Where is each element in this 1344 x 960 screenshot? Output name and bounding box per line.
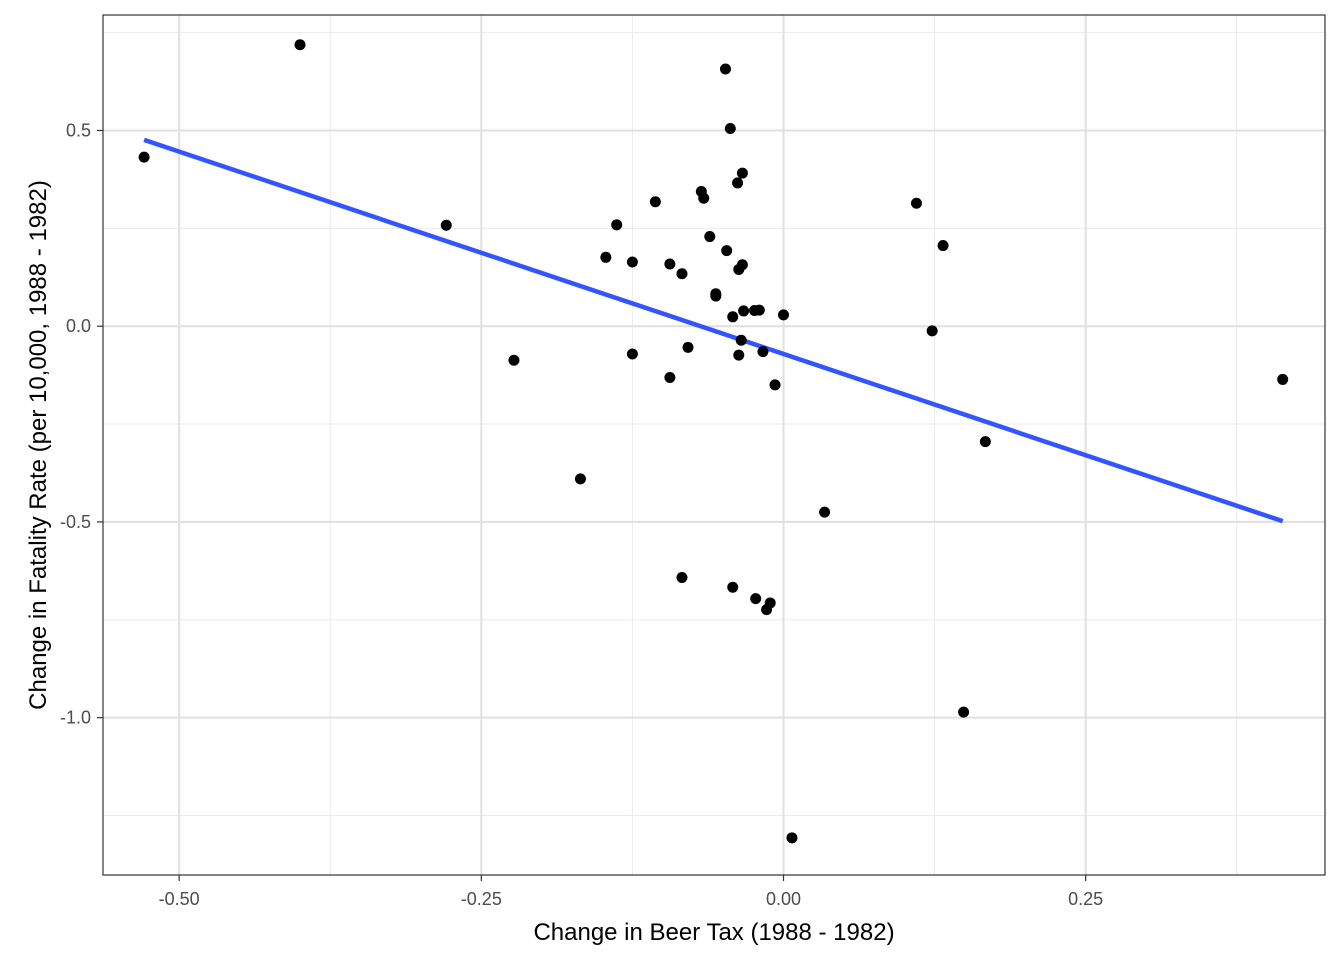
- data-point: [819, 506, 831, 518]
- data-point: [721, 245, 733, 257]
- data-point: [757, 346, 769, 358]
- data-point: [727, 581, 739, 593]
- data-point: [778, 309, 790, 321]
- data-point: [937, 240, 949, 252]
- data-point: [664, 258, 676, 270]
- plot-background: [103, 15, 1325, 875]
- data-point: [979, 436, 991, 448]
- regression-line: [143, 137, 1284, 524]
- data-point: [611, 219, 623, 231]
- data-point: [676, 268, 688, 280]
- x-tick-labels: -0.50 -0.25 0.00 0.25: [159, 889, 1104, 909]
- data-point: [724, 123, 736, 135]
- y-axis-title: Change in Fatality Rate (per 10,000, 198…: [25, 180, 52, 710]
- x-tick-label: 0.25: [1068, 889, 1103, 909]
- plot-border: [102, 14, 1326, 876]
- data-point: [733, 349, 745, 361]
- data-point: [727, 311, 739, 323]
- data-point: [676, 572, 688, 584]
- x-tick-label: -0.50: [159, 889, 200, 909]
- data-point: [735, 334, 747, 346]
- data-point: [769, 379, 781, 391]
- data-point: [732, 177, 744, 189]
- data-point: [926, 325, 938, 337]
- data-point: [649, 196, 661, 208]
- data-point: [958, 706, 970, 718]
- y-tick-label: -1.0: [60, 708, 91, 728]
- data-point: [440, 219, 452, 231]
- data-point: [1277, 373, 1289, 385]
- x-tick-label: -0.25: [461, 889, 502, 909]
- data-point: [626, 256, 638, 268]
- data-point: [750, 593, 762, 605]
- y-tick-label: -0.5: [60, 512, 91, 532]
- x-axis-title: Change in Beer Tax (1988 - 1982): [533, 919, 894, 946]
- data-point: [704, 231, 716, 243]
- data-point: [736, 259, 748, 271]
- grid-minor: [103, 15, 1325, 875]
- data-point: [753, 304, 765, 316]
- data-point: [698, 192, 710, 204]
- data-point: [719, 63, 731, 75]
- data-point: [574, 473, 586, 485]
- fit-line-layer: [143, 137, 1284, 524]
- data-point: [738, 305, 750, 317]
- x-tick-label: 0.00: [766, 889, 801, 909]
- data-point: [710, 290, 722, 302]
- data-point: [626, 348, 638, 360]
- data-point: [138, 151, 150, 163]
- data-point: [736, 167, 748, 179]
- data-point: [910, 197, 922, 209]
- data-point: [764, 597, 776, 609]
- data-point: [664, 371, 676, 383]
- data-point: [682, 341, 694, 353]
- data-point: [508, 354, 520, 366]
- grid-major: [103, 15, 1325, 875]
- y-tick-label: 0.0: [66, 316, 91, 336]
- data-point: [786, 832, 798, 844]
- points-layer: [138, 39, 1289, 844]
- y-tick-labels: -1.0 -0.5 0.0 0.5: [60, 120, 91, 727]
- data-point: [294, 39, 306, 51]
- data-point: [600, 251, 612, 263]
- axis-ticks: [97, 129, 1087, 881]
- y-tick-label: 0.5: [66, 120, 91, 140]
